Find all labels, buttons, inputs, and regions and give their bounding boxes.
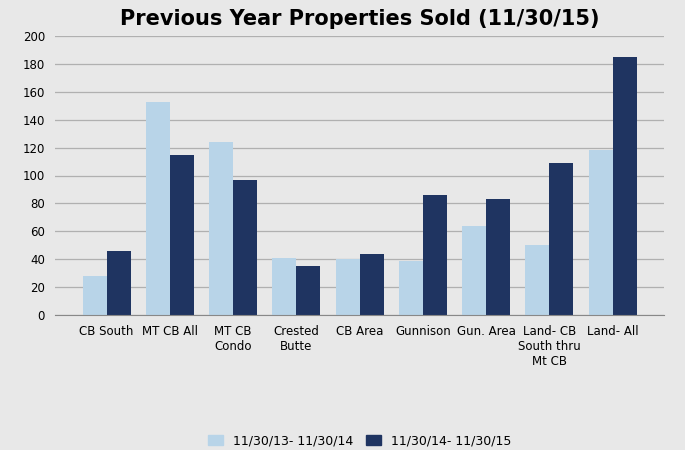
Bar xyxy=(525,245,549,315)
Bar xyxy=(462,226,486,315)
Bar xyxy=(588,150,612,315)
Bar xyxy=(399,261,423,315)
Bar xyxy=(146,102,170,315)
Bar xyxy=(82,276,107,315)
Bar xyxy=(297,266,321,315)
Bar xyxy=(273,258,297,315)
Bar xyxy=(360,254,384,315)
Bar xyxy=(612,57,637,315)
Title: Previous Year Properties Sold (11/30/15): Previous Year Properties Sold (11/30/15) xyxy=(120,9,599,29)
Bar xyxy=(486,199,510,315)
Bar xyxy=(209,142,233,315)
Bar xyxy=(549,163,573,315)
Bar xyxy=(233,180,257,315)
Bar xyxy=(107,251,131,315)
Bar xyxy=(170,155,194,315)
Bar xyxy=(423,195,447,315)
Legend: 11/30/13- 11/30/14, 11/30/14- 11/30/15: 11/30/13- 11/30/14, 11/30/14- 11/30/15 xyxy=(202,428,517,450)
Bar xyxy=(336,259,360,315)
